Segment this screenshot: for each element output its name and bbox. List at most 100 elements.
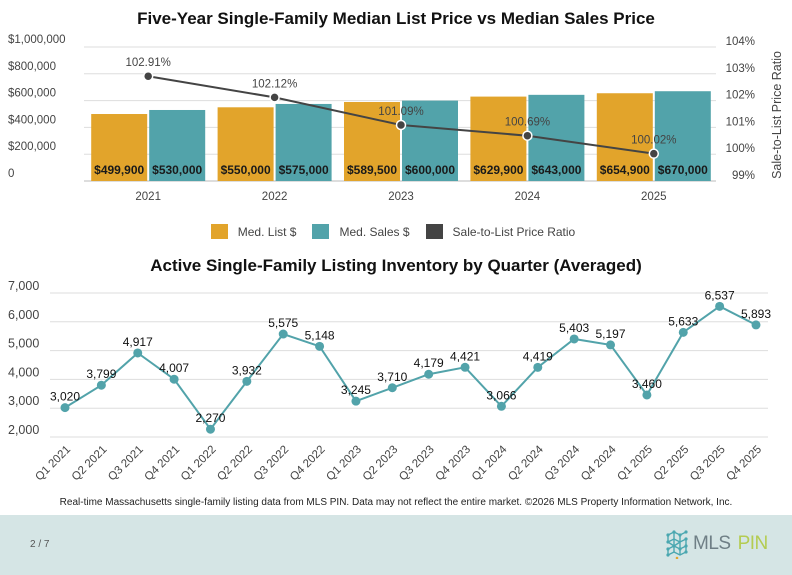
inventory-point: [569, 334, 579, 344]
inventory-data-label: 5,197: [596, 327, 626, 341]
bar-label-med-sales: $600,000: [405, 163, 455, 177]
legend-label-ratio: Sale-to-List Price Ratio: [452, 224, 576, 239]
inventory-data-label: 5,633: [668, 314, 698, 328]
network-logo-icon: [666, 530, 688, 559]
x-axis-tick-label: Q3 2021: [106, 444, 146, 484]
x-axis-tick-label: Q4 2023: [433, 444, 473, 484]
right-axis-title: Sale-to-List Price Ratio: [770, 51, 784, 179]
data-source-note: Real-time Massachusetts single-family li…: [59, 497, 733, 508]
y-axis-tick-label: 3,000: [8, 394, 39, 408]
inventory-point: [278, 329, 288, 339]
bar-label-med-sales: $530,000: [152, 163, 202, 177]
price-chart-title: Five-Year Single-Family Median List Pric…: [137, 9, 655, 28]
inventory-line: [64, 305, 757, 431]
right-axis-tick-label: 102%: [726, 90, 755, 102]
inventory-point: [242, 376, 252, 386]
right-axis-tick-label: 100%: [726, 143, 755, 155]
bar-med-list: [217, 107, 274, 181]
y-axis-tick-label: 6,000: [8, 308, 39, 322]
right-axis-tick-label: 99%: [732, 170, 755, 182]
bar-med-sales: [275, 103, 332, 181]
bar-med-list: [91, 114, 148, 181]
x-axis-tick-label: 2023: [388, 191, 414, 203]
inventory-point: [169, 374, 179, 384]
inventory-point: [424, 369, 434, 379]
bar-med-list: [470, 96, 527, 181]
bar-label-med-list: $654,900: [600, 163, 650, 177]
inventory-data-label: 5,575: [268, 316, 298, 330]
ratio-point: [522, 130, 533, 141]
ratio-point: [648, 148, 660, 159]
x-axis-tick-label: Q4 2022: [288, 444, 328, 484]
inventory-point: [496, 401, 506, 411]
inventory-data-label: 4,917: [123, 335, 153, 349]
ratio-point: [269, 92, 280, 103]
inventory-data-label: 2,270: [195, 411, 225, 425]
bar-label-med-list: $550,000: [221, 163, 271, 177]
ratio-point: [142, 70, 154, 82]
bar-med-sales: [149, 109, 206, 181]
price-chart: 0 $200,000 $400,000 $600,000 $800,000 $1,000,…: [8, 34, 784, 203]
x-axis-tick-label: Q2 2022: [215, 444, 255, 484]
x-axis-tick-label: Q1 2023: [324, 444, 364, 484]
inventory-data-label: 3,245: [341, 383, 371, 397]
bar-label-med-list: $629,900: [473, 163, 523, 177]
page-footer: 2 / 7 MLS PIN: [0, 515, 792, 575]
left-axis-tick-label: $600,000: [8, 88, 56, 100]
legend-label-sales: Med. Sales $: [339, 224, 410, 239]
ratio-data-label: 102.12%: [252, 78, 297, 90]
inventory-point: [678, 327, 688, 337]
bar-med-sales: [402, 100, 458, 181]
inventory-data-label: 4,419: [523, 349, 553, 363]
bar-label-med-sales: $643,000: [531, 163, 581, 177]
right-axis-tick-label: 103%: [726, 63, 755, 75]
y-axis-tick-label: 7,000: [8, 279, 39, 293]
x-axis-tick-label: Q4 2025: [724, 444, 764, 484]
inventory-point: [387, 383, 397, 393]
inventory-data-label: 4,179: [414, 356, 444, 370]
y-axis-tick-label: 5,000: [8, 337, 39, 351]
left-axis-tick-label: 0: [8, 168, 14, 180]
x-axis-tick-label: Q2 2024: [506, 443, 546, 483]
x-axis-tick-label: 2025: [641, 191, 667, 203]
inventory-point: [96, 380, 106, 390]
x-axis-tick-label: Q1 2022: [179, 444, 219, 484]
ratio-data-label: 100.02%: [631, 135, 676, 147]
legend-item-ratio: Sale-to-List Price Ratio: [425, 224, 576, 239]
x-axis-tick-label: Q2 2025: [652, 444, 692, 484]
inventory-data-label: 4,007: [159, 361, 189, 375]
x-axis-tick-label: 2022: [262, 191, 288, 203]
inventory-data-label: 4,421: [450, 349, 480, 363]
inventory-data-label: 3,710: [377, 370, 407, 384]
ratio-point: [395, 119, 407, 131]
x-axis-tick-label: Q2 2021: [70, 444, 110, 484]
legend-item-sales: Med. Sales $: [312, 224, 410, 239]
y-axis-tick-label: 2,000: [8, 423, 39, 437]
x-axis-tick-label: Q1 2021: [33, 444, 73, 484]
left-axis-tick-label: $200,000: [8, 141, 56, 153]
left-axis-tick-label: $1,000,000: [8, 34, 66, 46]
x-axis-tick-label: Q3 2022: [252, 444, 292, 484]
page-number: 2 / 7: [30, 539, 50, 550]
x-axis-tick-label: 2021: [135, 191, 161, 203]
inventory-data-label: 5,893: [741, 307, 771, 321]
x-axis-tick-label: Q3 2024: [543, 443, 583, 483]
ratio-data-label: 102.91%: [125, 57, 170, 69]
legend-swatch-sales: [312, 224, 330, 239]
inventory-chart-title: Active Single-Family Listing Inventory b…: [150, 256, 642, 275]
inventory-point: [315, 341, 325, 351]
inventory-data-label: 3,066: [486, 388, 516, 402]
bar-label-med-sales: $670,000: [658, 163, 708, 177]
x-axis-tick-label: Q4 2024: [579, 443, 619, 483]
inventory-point: [533, 362, 543, 372]
legend-swatch-ratio: [425, 224, 443, 239]
inventory-point: [205, 424, 215, 434]
x-axis-tick-label: Q3 2025: [688, 444, 728, 484]
ratio-data-label: 100.69%: [505, 117, 550, 129]
inventory-data-label: 3,020: [50, 390, 80, 404]
inventory-data-label: 5,403: [559, 321, 589, 335]
x-axis-tick-label: Q2 2023: [361, 444, 401, 484]
inventory-point: [715, 301, 725, 311]
legend-item-list: Med. List $: [210, 224, 296, 239]
